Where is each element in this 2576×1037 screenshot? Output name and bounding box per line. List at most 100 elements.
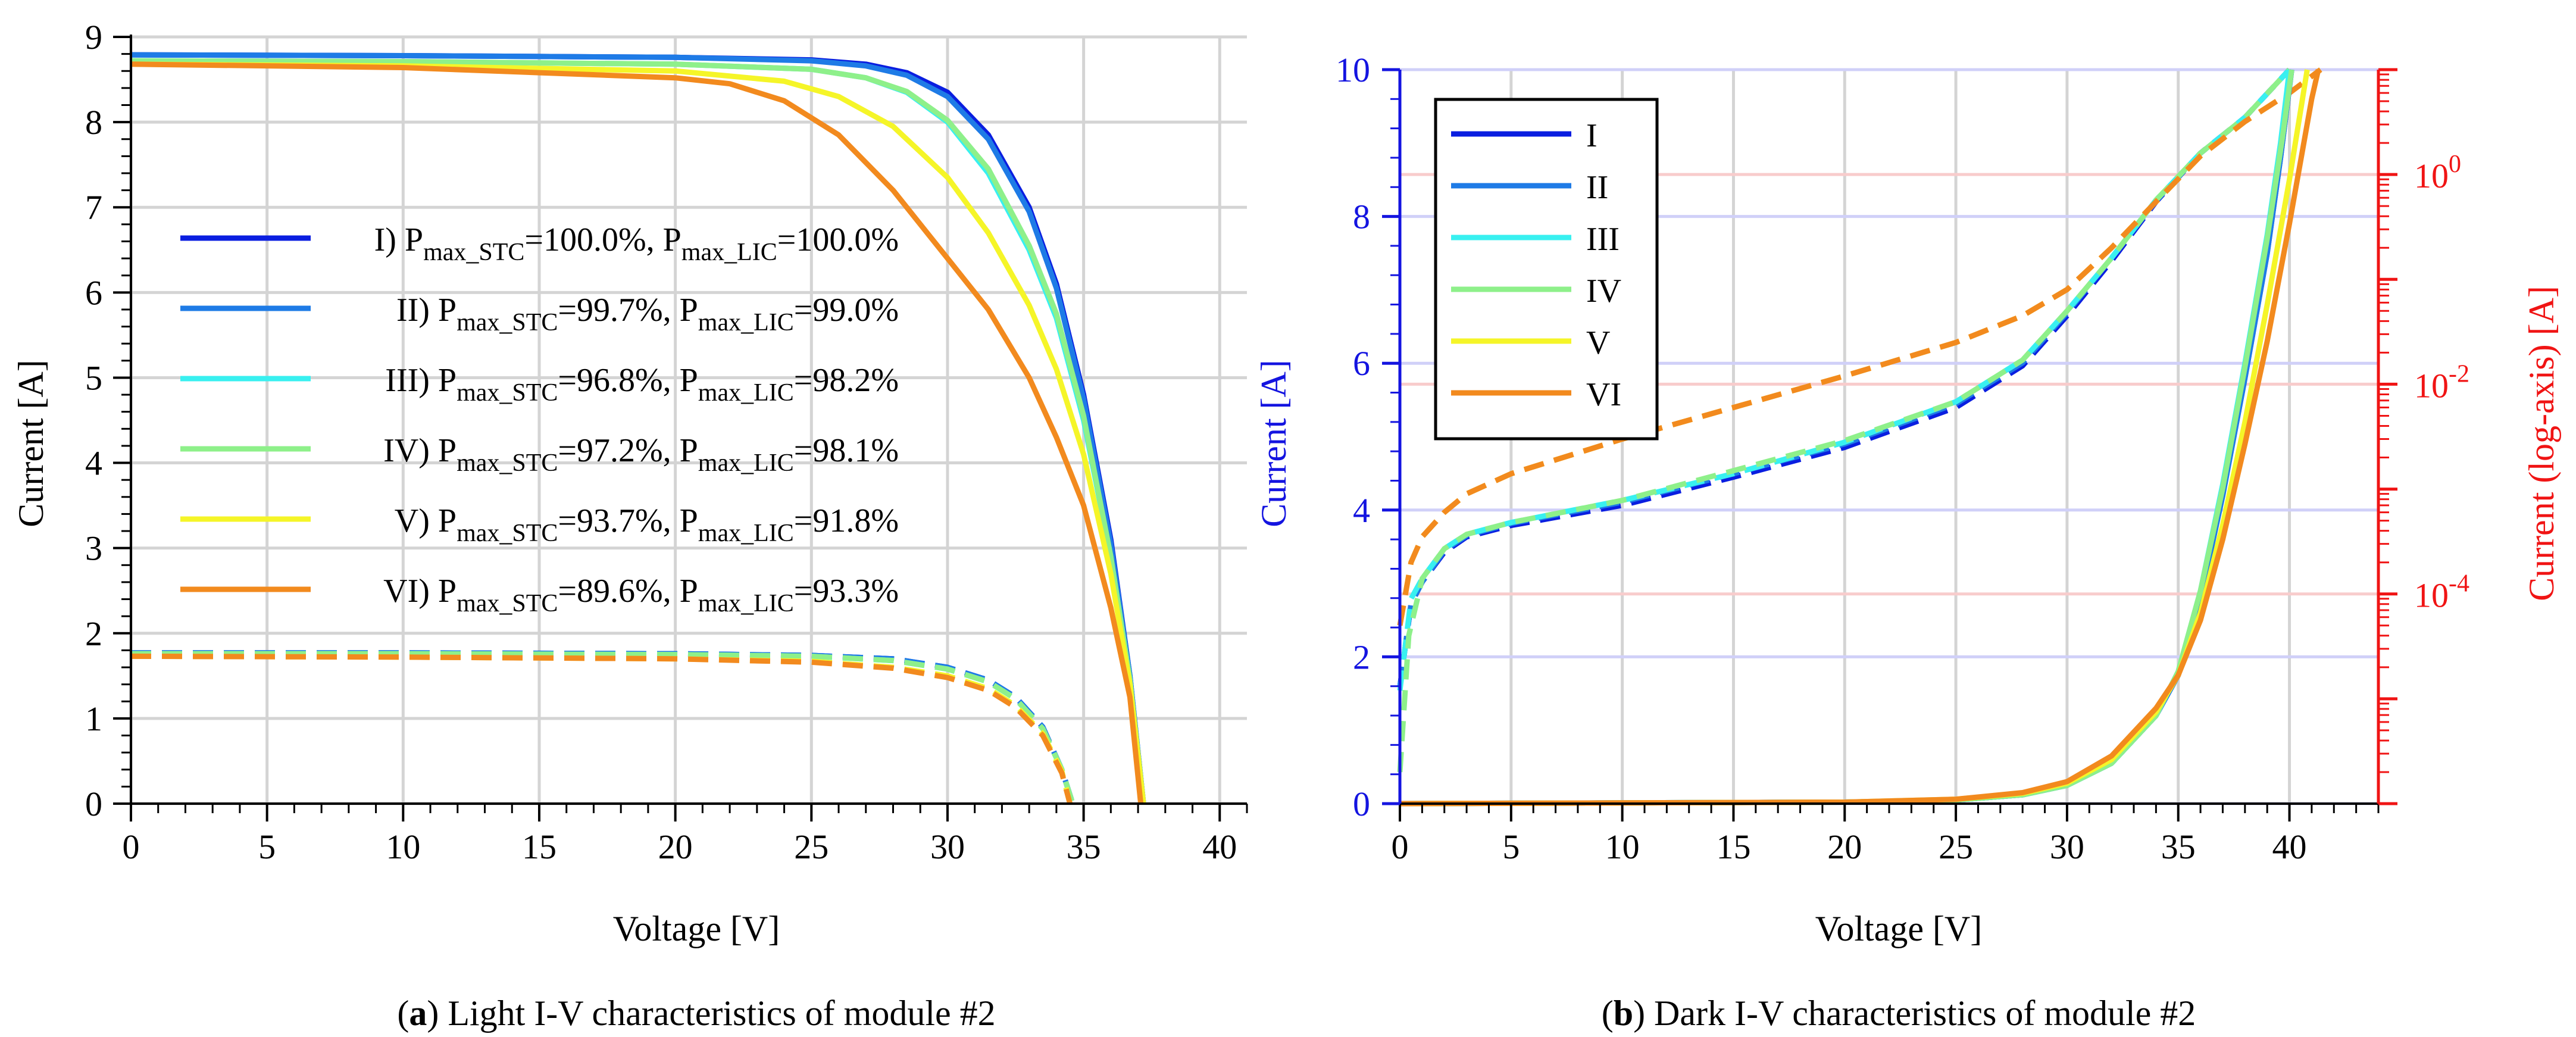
legend-p-label: P — [663, 221, 681, 258]
chart-b-log-series — [1397, 67, 2322, 773]
chart-b-y2tick-base: 10 — [2414, 366, 2449, 405]
chart-a-ytick-label: 0 — [85, 785, 102, 823]
chart-b-ytick-label: 10 — [1336, 51, 1370, 89]
chart-a-axes: 0 5 10 15 20 25 30 35 40 0 1 2 3 4 5 6 7 8 9 — [85, 18, 1248, 866]
chart-a-xtick-label: 30 — [930, 827, 965, 866]
chart-b-linear-series — [1399, 69, 2321, 807]
legend-stc-value: =96.8%, — [558, 362, 679, 399]
legend-separator: ) — [418, 502, 438, 539]
caption-text: ) Light I-V characteristics of module #2 — [427, 994, 995, 1033]
chart-b-ytick-label: 8 — [1353, 198, 1370, 236]
chart-a-ytick-label: 7 — [85, 188, 102, 227]
legend-series-name: VI — [383, 573, 418, 610]
chart-a-ytick-label: 9 — [85, 18, 102, 57]
chart-a-ytick-label: 2 — [85, 614, 102, 653]
chart-b-y2label: Current (log-axis) [A] — [2522, 286, 2561, 601]
legend-p-label: P — [438, 292, 457, 329]
chart-b-legend-label-III: III — [1586, 221, 1620, 258]
legend-lic-value: =98.2% — [794, 362, 899, 399]
chart-b-ytick-label: 6 — [1353, 344, 1370, 383]
legend-separator: ) — [418, 573, 438, 610]
legend-series-name: I — [374, 221, 386, 258]
legend-lic-value: =93.3% — [794, 573, 899, 610]
chart-a-legend-entry-VI: VI) Pmax_STC=89.6%, Pmax_LIC=93.3% — [383, 573, 899, 617]
chart-b-legend-frame — [1434, 98, 1659, 441]
chart-b-ytick-label: 4 — [1353, 491, 1370, 530]
chart-a-ytick-label: 1 — [85, 699, 102, 738]
chart-a-stc-line-VI — [130, 61, 1144, 804]
chart-a-xtick-label: 35 — [1067, 827, 1101, 866]
chart-b-legend-label-IV: IV — [1586, 273, 1621, 310]
legend-p-label: P — [438, 502, 457, 539]
chart-a-xtick-label: 40 — [1202, 827, 1237, 866]
chart-a-legend-entry-I: I) Pmax_STC=100.0%, Pmax_LIC=100.0% — [374, 221, 899, 266]
chart-a-ylabel: Current [A] — [11, 360, 51, 527]
legend-series-name: IV — [383, 432, 418, 469]
legend-p-label: P — [438, 573, 457, 610]
legend-separator: ) — [418, 292, 438, 329]
legend-p-label: P — [680, 573, 698, 610]
legend-lic-value: =99.0% — [794, 292, 899, 329]
caption-letter: a — [409, 994, 427, 1033]
legend-stc-subscript: max_STC — [457, 309, 558, 336]
chart-b-ytick-label: 2 — [1353, 638, 1370, 676]
chart-a-ytick-label: 3 — [85, 529, 102, 568]
legend-separator: ) — [418, 362, 438, 399]
chart-b-y2tick-label: 100 — [2414, 151, 2461, 195]
caption-prefix: ( — [397, 994, 409, 1033]
chart-a-xtick-label: 25 — [794, 827, 829, 866]
legend-series-name: III — [385, 362, 418, 399]
chart-a-legend-entry-II: II) Pmax_STC=99.7%, Pmax_LIC=99.0% — [396, 292, 899, 336]
chart-a-legend-entry-IV: IV) Pmax_STC=97.2%, Pmax_LIC=98.1% — [383, 432, 899, 477]
legend-stc-subscript: max_STC — [423, 239, 524, 266]
legend-p-label: P — [680, 362, 698, 399]
caption-text: ) Dark I-V characteristics of module #2 — [1633, 994, 2196, 1033]
chart-b-y2tick-exp: -2 — [2449, 360, 2469, 388]
chart-a-stc-line-V — [130, 61, 1146, 804]
chart-a-ytick-label: 6 — [85, 273, 102, 312]
chart-b-ylabel: Current [A] — [1254, 360, 1293, 527]
chart-b-legend-label-I: I — [1586, 117, 1598, 154]
chart-b-xtick-label: 10 — [1605, 827, 1640, 866]
legend-stc-subscript: max_STC — [457, 449, 558, 477]
legend-separator: ) — [385, 221, 405, 258]
legend-lic-subscript: max_LIC — [698, 590, 794, 617]
chart-b-xtick-label: 15 — [1716, 827, 1750, 866]
chart-b-xtick-label: 40 — [2272, 827, 2307, 866]
chart-b-y2tick-exp: 0 — [2449, 151, 2461, 178]
chart-a-legend: I) Pmax_STC=100.0%, Pmax_LIC=100.0%II) P… — [180, 221, 899, 617]
chart-a-xtick-label: 0 — [123, 827, 140, 866]
chart-a-stc-series — [130, 52, 1146, 804]
chart-b-linear-line-VI — [1399, 69, 2321, 807]
chart-a-ytick-label: 8 — [85, 103, 102, 142]
caption-letter: b — [1614, 994, 1633, 1033]
legend-lic-subscript: max_LIC — [698, 379, 794, 407]
chart-b-ytick-label: 0 — [1353, 785, 1370, 823]
chart-a-ytick-label: 5 — [85, 358, 102, 397]
chart-b-xtick-label: 0 — [1392, 827, 1409, 866]
chart-b-legend-label-II: II — [1586, 169, 1608, 206]
legend-stc-value: =97.2%, — [558, 432, 679, 469]
caption-prefix: ( — [1602, 994, 1614, 1033]
legend-lic-subscript: max_LIC — [698, 309, 794, 336]
chart-a-xlabel: Voltage [V] — [613, 909, 780, 948]
chart-b-xlabel: Voltage [V] — [1815, 909, 1983, 948]
legend-series-name: II — [396, 292, 418, 329]
legend-series-name: V — [395, 502, 418, 539]
legend-stc-value: =100.0%, — [524, 221, 662, 258]
legend-stc-value: =89.6%, — [558, 573, 679, 610]
legend-stc-subscript: max_STC — [457, 379, 558, 407]
legend-lic-value: =100.0% — [777, 221, 899, 258]
legend-stc-subscript: max_STC — [457, 590, 558, 617]
chart-b-legend-label-VI: VI — [1586, 376, 1621, 413]
legend-p-label: P — [405, 221, 423, 258]
legend-separator: ) — [418, 432, 438, 469]
chart-a-caption: (a) Light I-V characteristics of module … — [397, 994, 995, 1033]
legend-p-label: P — [680, 432, 698, 469]
chart-a-xtick-label: 15 — [522, 827, 557, 866]
legend-lic-value: =98.1% — [794, 432, 899, 469]
